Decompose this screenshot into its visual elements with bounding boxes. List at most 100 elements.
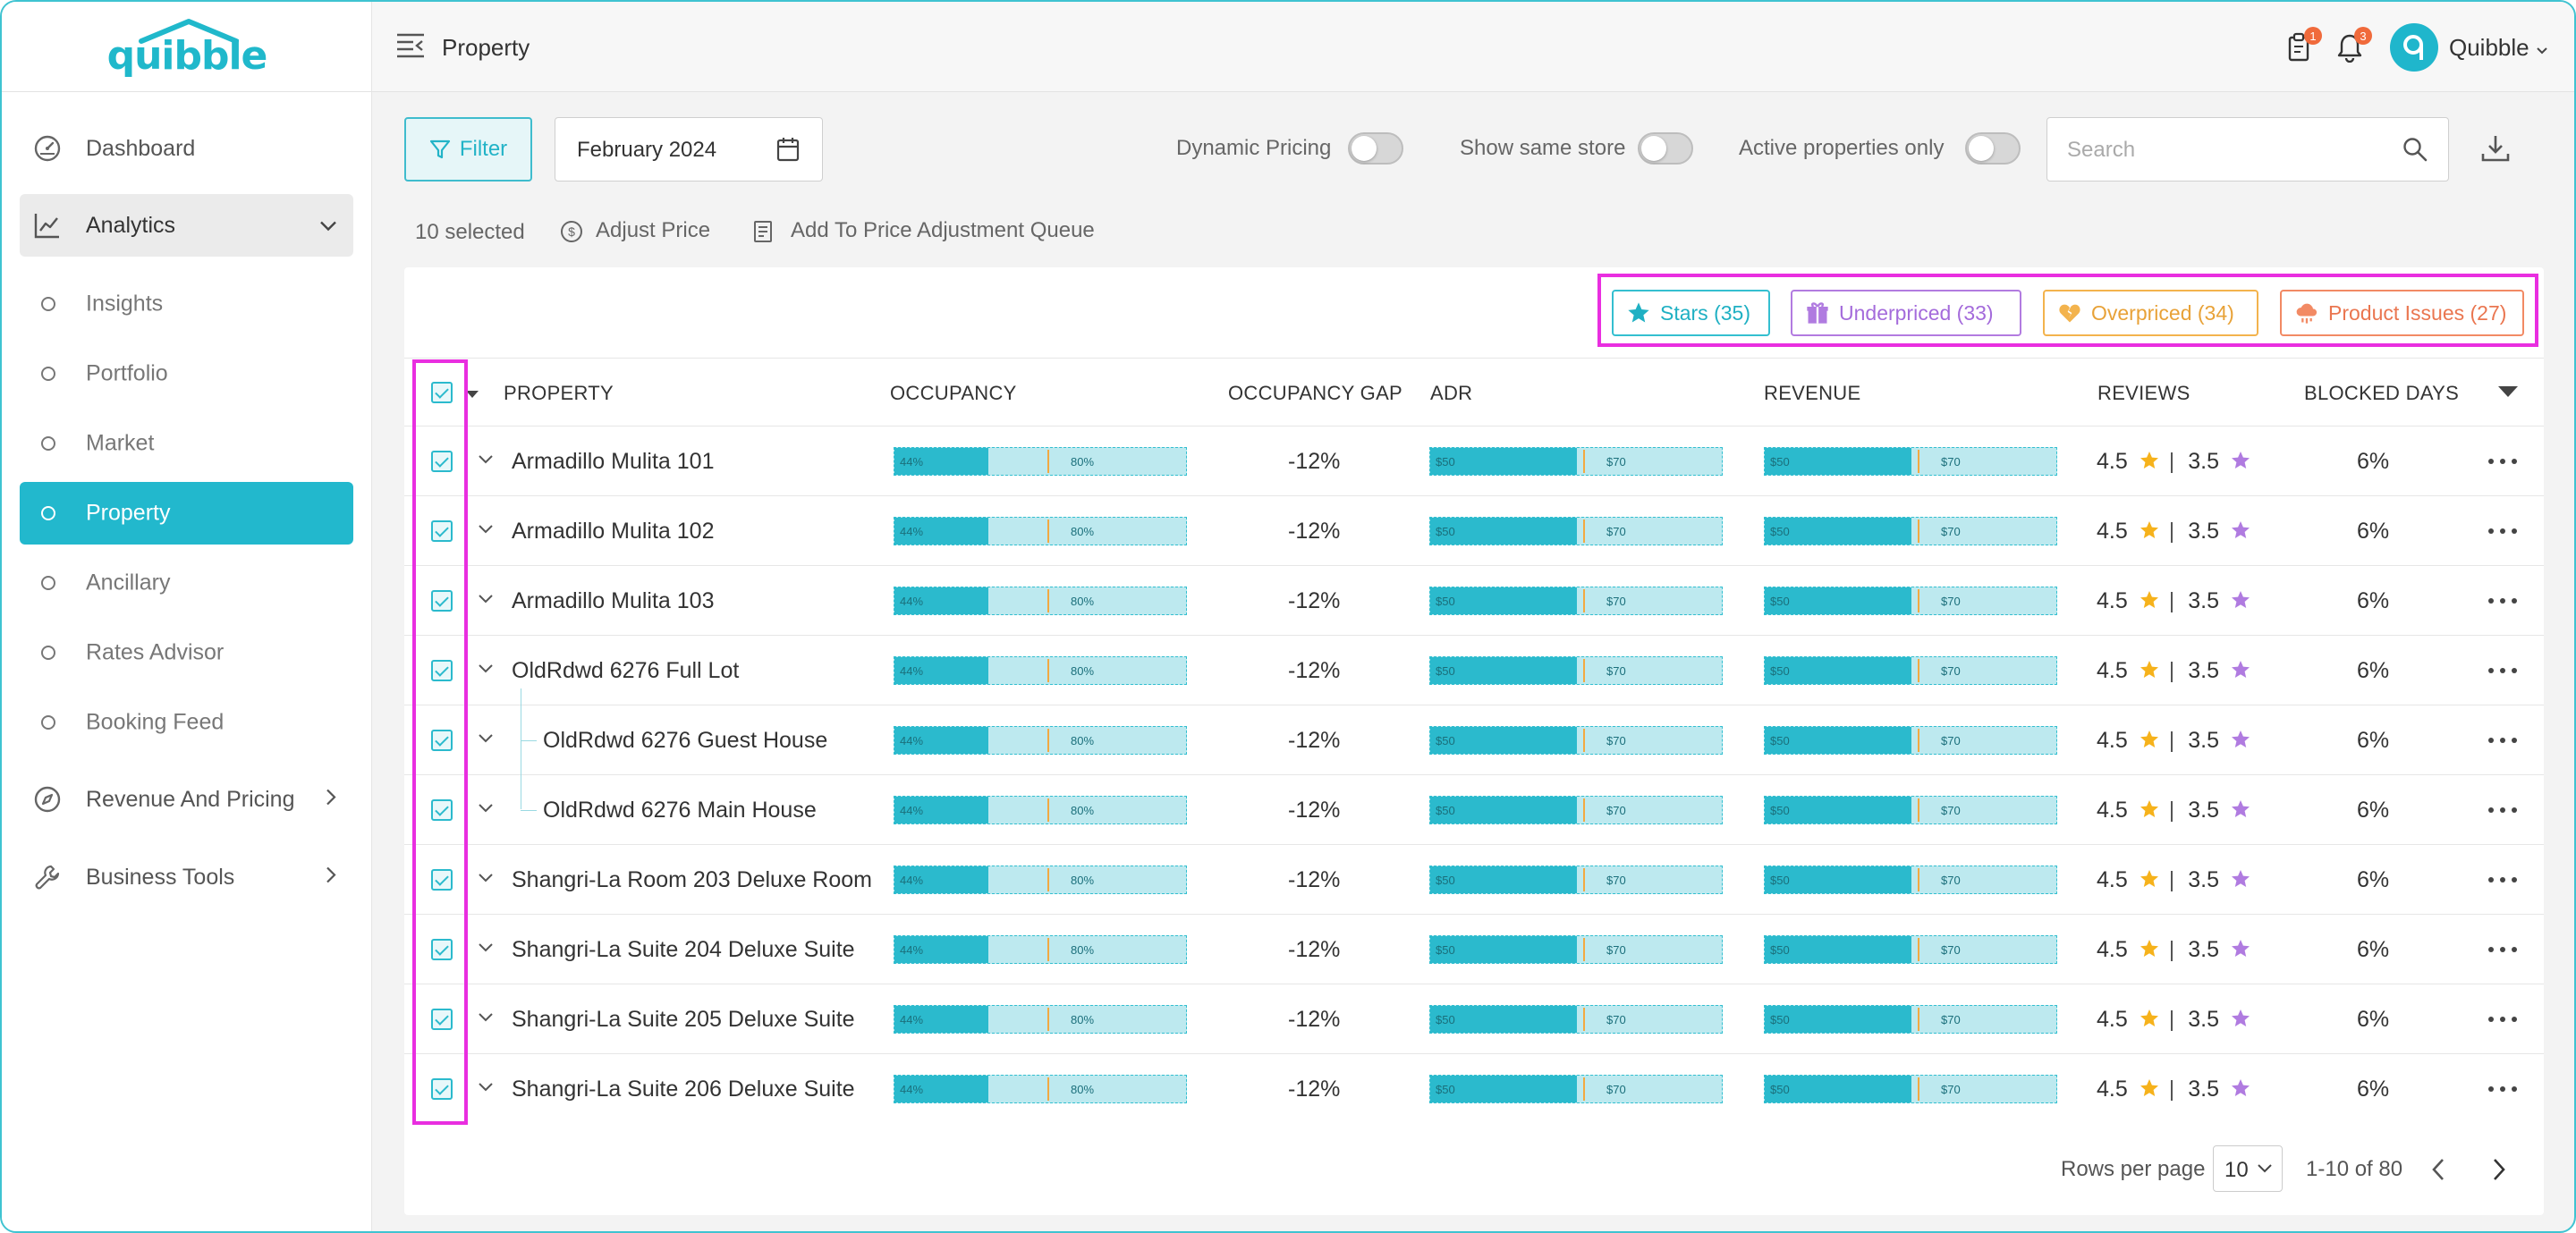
more-options-icon[interactable] — [2488, 877, 2517, 883]
next-page-button[interactable] — [2490, 1157, 2508, 1187]
expand-chevron-icon[interactable] — [478, 802, 494, 818]
sidebar-item-rates-advisor[interactable]: Rates Advisor — [20, 621, 353, 684]
rows-per-page-select[interactable]: 10 — [2213, 1145, 2283, 1192]
active-only-toggle[interactable] — [1965, 132, 2021, 165]
sidebar-item-business-tools[interactable]: Business Tools — [20, 846, 353, 908]
property-name[interactable]: Shangri-La Suite 205 Deluxe Suite — [512, 1007, 855, 1032]
user-menu[interactable]: Quibble — [2449, 34, 2548, 62]
sidebar-item-market[interactable]: Market — [20, 412, 353, 475]
table-row[interactable]: Armadillo Mulita 102 44% 80% -12% $50 $70 $50 $… — [404, 495, 2544, 565]
logo[interactable]: quibble — [2, 2, 372, 92]
more-options-icon[interactable] — [2488, 947, 2517, 952]
more-options-icon[interactable] — [2488, 598, 2517, 604]
table-row[interactable]: Armadillo Mulita 101 44% 80% -12% $50 $70 $50 $… — [404, 426, 2544, 495]
expand-chevron-icon[interactable] — [478, 942, 494, 958]
column-header-property[interactable]: PROPERTY — [504, 382, 614, 404]
select-all-checkbox[interactable] — [431, 382, 453, 403]
property-name[interactable]: OldRdwd 6276 Main House — [543, 798, 817, 823]
row-checkbox[interactable] — [431, 1078, 453, 1100]
sidebar-item-dashboard[interactable]: Dashboard — [20, 117, 353, 180]
column-header-adr[interactable]: ADR — [1430, 382, 1473, 404]
revenue-high-label: $70 — [1941, 804, 1961, 817]
column-menu-icon[interactable] — [2497, 385, 2519, 402]
overpriced-tag[interactable]: Overpriced (34) — [2043, 290, 2258, 336]
expand-chevron-icon[interactable] — [478, 1081, 494, 1097]
dynamic-pricing-toggle[interactable] — [1348, 132, 1403, 165]
column-header-blocked-days[interactable]: BLOCKED DAYS — [2304, 382, 2460, 404]
property-name[interactable]: Armadillo Mulita 102 — [512, 519, 715, 544]
table-row[interactable]: Shangri-La Suite 206 Deluxe Suite 44% 80% -… — [404, 1053, 2544, 1123]
search-icon[interactable] — [2402, 136, 2428, 167]
table-row[interactable]: OldRdwd 6276 Full Lot 44% 80% -12% $50 $70 $50… — [404, 635, 2544, 705]
row-checkbox[interactable] — [431, 1009, 453, 1030]
column-header-revenue[interactable]: REVENUE — [1764, 382, 1861, 404]
table-row[interactable]: Shangri-La Suite 204 Deluxe Suite 44% 80% -… — [404, 914, 2544, 984]
underpriced-tag[interactable]: Underpriced (33) — [1791, 290, 2021, 336]
more-options-icon[interactable] — [2488, 738, 2517, 743]
chevron-down-icon — [2537, 47, 2547, 55]
expand-chevron-icon[interactable] — [478, 732, 494, 748]
sidebar-item-booking-feed[interactable]: Booking Feed — [20, 691, 353, 754]
property-name[interactable]: OldRdwd 6276 Guest House — [543, 728, 828, 753]
guest-rating: 4.5 — [2097, 798, 2128, 823]
more-options-icon[interactable] — [2488, 1086, 2517, 1092]
table-row[interactable]: OldRdwd 6276 Main House 44% 80% -12% $50 $70 $… — [404, 774, 2544, 844]
sidebar-item-analytics[interactable]: Analytics — [20, 194, 353, 257]
row-checkbox[interactable] — [431, 730, 453, 751]
property-name[interactable]: Shangri-La Suite 204 Deluxe Suite — [512, 937, 855, 962]
adjust-price-button[interactable]: $ Adjust Price — [560, 218, 710, 243]
sidebar-item-revenue-and-pricing[interactable]: Revenue And Pricing — [20, 768, 353, 831]
sidebar-item-property[interactable]: Property — [20, 482, 353, 545]
column-header-occupancy-gap[interactable]: OCCUPANCY GAP — [1228, 382, 1403, 404]
column-header-reviews[interactable]: REVIEWS — [2097, 382, 2190, 404]
row-checkbox[interactable] — [431, 660, 453, 681]
row-checkbox[interactable] — [431, 590, 453, 612]
row-checkbox[interactable] — [431, 520, 453, 542]
sort-down-icon[interactable] — [465, 387, 479, 403]
search-input[interactable] — [2067, 136, 2389, 165]
product-issues-tag[interactable]: Product Issues (27) — [2280, 290, 2524, 336]
task-clipboard-button[interactable]: 1 — [2286, 27, 2322, 67]
table-row[interactable]: Shangri-La Room 203 Deluxe Room 44% 80% -12… — [404, 844, 2544, 914]
row-checkbox[interactable] — [431, 939, 453, 960]
menu-collapse-icon[interactable] — [395, 32, 426, 63]
stars-tag[interactable]: Stars (35) — [1612, 290, 1770, 336]
more-options-icon[interactable] — [2488, 1017, 2517, 1022]
more-options-icon[interactable] — [2488, 807, 2517, 813]
table-row[interactable]: Armadillo Mulita 103 44% 80% -12% $50 $70 $50 $… — [404, 565, 2544, 635]
property-name[interactable]: Shangri-La Room 203 Deluxe Room — [512, 867, 872, 892]
occupancy-gap: -12% — [1288, 937, 1341, 962]
filter-button[interactable]: Filter — [404, 117, 532, 182]
property-name[interactable]: Armadillo Mulita 103 — [512, 588, 715, 613]
expand-chevron-icon[interactable] — [478, 1011, 494, 1027]
more-options-icon[interactable] — [2488, 528, 2517, 534]
table-row[interactable]: OldRdwd 6276 Guest House 44% 80% -12% $50 $70… — [404, 705, 2544, 774]
download-button[interactable] — [2479, 132, 2512, 169]
add-to-queue-button[interactable]: Add To Price Adjustment Queue — [753, 218, 1095, 243]
sidebar-item-insights[interactable]: Insights — [20, 273, 353, 335]
expand-chevron-icon[interactable] — [478, 663, 494, 679]
expand-chevron-icon[interactable] — [478, 453, 494, 469]
property-name[interactable]: OldRdwd 6276 Full Lot — [512, 658, 740, 683]
expand-chevron-icon[interactable] — [478, 872, 494, 888]
same-store-toggle[interactable] — [1638, 132, 1693, 165]
expand-chevron-icon[interactable] — [478, 593, 494, 609]
calendar-icon[interactable] — [775, 136, 801, 169]
avatar[interactable] — [2390, 23, 2438, 72]
sidebar-item-ancillary[interactable]: Ancillary — [20, 552, 353, 614]
property-name[interactable]: Shangri-La Suite 206 Deluxe Suite — [512, 1077, 855, 1102]
more-options-icon[interactable] — [2488, 668, 2517, 673]
occupancy-high-label: 80% — [1071, 1083, 1095, 1096]
row-checkbox[interactable] — [431, 799, 453, 821]
table-row[interactable]: Shangri-La Suite 205 Deluxe Suite 44% 80% -… — [404, 984, 2544, 1053]
sidebar-item-portfolio[interactable]: Portfolio — [20, 342, 353, 405]
row-checkbox[interactable] — [431, 451, 453, 472]
column-header-occupancy[interactable]: OCCUPANCY — [890, 382, 1017, 404]
row-checkbox[interactable] — [431, 869, 453, 891]
prev-page-button[interactable] — [2429, 1157, 2447, 1187]
property-name[interactable]: Armadillo Mulita 101 — [512, 449, 715, 474]
more-options-icon[interactable] — [2488, 459, 2517, 464]
notifications-button[interactable]: 3 — [2336, 27, 2372, 67]
month-picker[interactable]: February 2024 — [555, 117, 823, 182]
expand-chevron-icon[interactable] — [478, 523, 494, 539]
